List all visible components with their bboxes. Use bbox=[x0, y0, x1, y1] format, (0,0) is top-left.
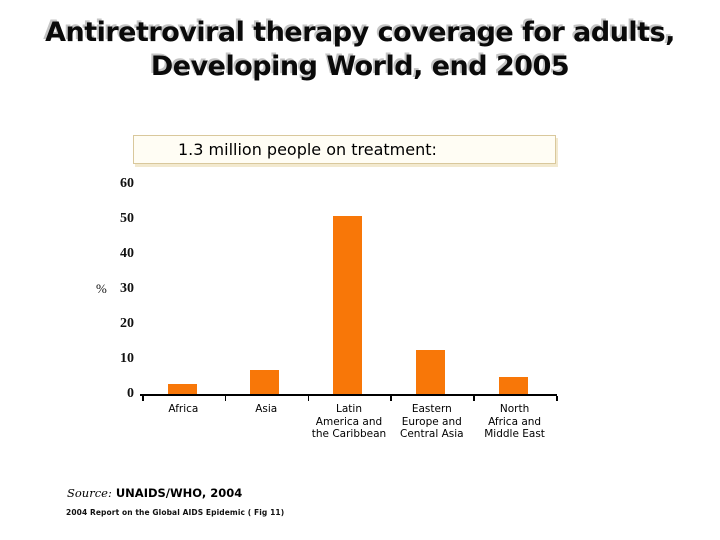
x-axis-line bbox=[140, 394, 557, 396]
slide-title: Antiretroviral therapy coverage for adul… bbox=[0, 16, 720, 84]
category-label: North Africa and Middle East bbox=[484, 403, 545, 440]
category-label: Africa bbox=[168, 403, 199, 415]
source-line: Source: UNAIDS/WHO, 2004 bbox=[67, 486, 242, 500]
source-text: UNAIDS/WHO, 2004 bbox=[111, 486, 243, 500]
y-tick-label: 20 bbox=[120, 316, 134, 331]
category-label: Latin America and the Caribbean bbox=[311, 403, 387, 440]
category-label: Asia bbox=[255, 403, 278, 415]
callout-box: 1.3 million people on treatment: bbox=[133, 135, 556, 164]
x-axis-tick bbox=[142, 396, 144, 401]
callout-text: 1.3 million people on treatment: bbox=[178, 140, 437, 159]
x-axis-tick bbox=[307, 396, 310, 401]
x-axis-tick bbox=[224, 396, 227, 401]
bar bbox=[333, 215, 363, 394]
y-axis-unit-label: % bbox=[96, 281, 107, 296]
bar bbox=[250, 369, 280, 394]
x-axis-tick bbox=[473, 396, 475, 401]
slide-title-line1: Antiretroviral therapy coverage for adul… bbox=[45, 17, 675, 48]
y-tick-label: 60 bbox=[120, 176, 134, 191]
y-tick-label: 40 bbox=[120, 246, 134, 261]
bar bbox=[415, 350, 445, 394]
bar bbox=[498, 376, 528, 394]
bar bbox=[167, 383, 197, 394]
source-prefix: Source: bbox=[67, 486, 112, 500]
x-axis-tick bbox=[390, 396, 392, 401]
category-label: Eastern Europe and Central Asia bbox=[400, 403, 464, 440]
y-tick-label: 0 bbox=[127, 386, 134, 401]
y-tick-label: 10 bbox=[120, 351, 134, 366]
x-axis-tick bbox=[556, 396, 558, 401]
slide-title-line2: Developing World, end 2005 bbox=[150, 51, 570, 82]
footnote: 2004 Report on the Global AIDS Epidemic … bbox=[66, 508, 285, 517]
y-tick-label: 30 bbox=[120, 281, 134, 296]
y-tick-label: 50 bbox=[120, 211, 134, 226]
